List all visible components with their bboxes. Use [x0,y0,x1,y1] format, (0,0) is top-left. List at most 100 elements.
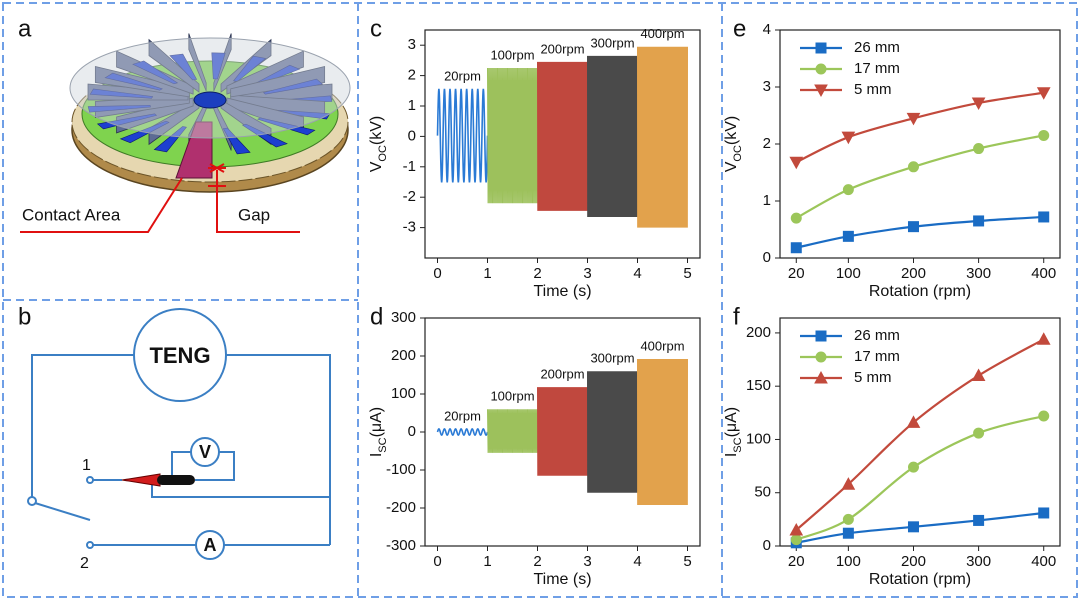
waveform-segment [537,387,588,476]
marker [1038,410,1050,422]
contact-area-label: Contact Area [22,205,121,224]
marker [815,330,827,342]
y-axis-label-part: OC [377,145,389,162]
blade [188,33,207,92]
ammeter [195,530,225,560]
marker [789,156,804,170]
contact-line [20,177,183,233]
y-axis-label-part: I [723,453,740,457]
x-tick-label: 3 [583,265,591,282]
hub [193,91,227,109]
y-tick-label: 3 [408,36,416,53]
marker [790,212,802,224]
marker [973,514,985,526]
legend-label: 17 mm [854,60,900,77]
y-tick-label: -1 [403,158,416,175]
blade [148,38,200,93]
y-tick-label: -100 [386,461,416,478]
x-tick-label: 5 [683,553,691,570]
segment-label: 300rpm [590,351,634,366]
waveform-segment [587,55,638,217]
switch [34,502,91,521]
segment-label: 20rpm [444,69,481,84]
waveform-segment [637,46,688,228]
waveform-segment [537,61,588,211]
x-tick-label: 2 [533,265,541,282]
x-tick-label: 5 [683,265,691,282]
y-axis-label: ISC(μA) [368,407,389,457]
legend-label: 26 mm [854,327,900,344]
y-tick-label: -300 [386,537,416,554]
y-tick-label: 200 [746,324,771,341]
panel-label: e [733,15,746,42]
x-tick-label: 1 [483,553,491,570]
terminal [86,476,94,484]
y-tick-label: 0 [408,127,416,144]
blade-pad [132,60,179,85]
blade-pad [89,88,154,99]
panel-label: d [370,303,383,330]
marker [906,415,921,428]
switch-pivot [27,496,37,506]
y-tick-label: 4 [763,21,771,38]
blade-pad [211,52,226,80]
legend-label: 17 mm [854,348,900,365]
waveform-segment [487,67,538,204]
terminal [86,541,94,549]
y-tick-label: 0 [763,537,771,554]
blade-pad [233,55,267,82]
panel-label: c [370,15,382,42]
diagram-a: a Contact Area Gap [18,15,351,233]
marker [815,42,827,54]
y-tick-label: 100 [391,385,416,402]
y-tick-label: 0 [408,423,416,440]
x-tick-label: 2 [533,553,541,570]
marker [1038,507,1050,519]
y-tick-label: 2 [408,67,416,84]
gap-mark [209,163,225,173]
ammeter-label: A [204,535,217,555]
marker [973,427,985,439]
y-tick-label: -3 [403,219,416,236]
marker [907,521,919,533]
x-tick-label: 200 [901,553,926,570]
y-tick-label: 1 [763,192,771,209]
x-tick-label: 300 [966,553,991,570]
voltmeter-label: V [199,442,211,462]
wire [171,451,191,480]
gap-label: Gap [238,205,270,224]
waveform-segment [436,428,489,436]
blade-pad [104,72,163,91]
marker [1038,211,1050,223]
blade-pad [222,127,251,155]
segment-label: 400rpm [640,338,684,353]
legend-label: 5 mm [854,369,892,386]
x-axis-label: Rotation (rpm) [869,283,971,300]
marker [971,97,986,111]
y-axis-label-part: (μA) [368,407,385,438]
y-axis-label-part: (kV) [723,116,740,145]
y-axis-label-part: V [368,161,385,172]
marker [814,370,828,384]
voltmeter [190,437,220,467]
probe-tip [121,473,161,487]
series-line [795,134,1044,220]
plot-frame [779,317,1061,547]
series-line [795,414,1044,541]
waveform-segment [637,359,688,505]
annotation-lines [20,163,300,233]
marker [842,513,854,525]
waveform-segment [587,371,638,493]
y-tick-label: 200 [391,347,416,364]
x-tick-label: 100 [836,265,861,282]
x-tick-label: 0 [433,553,441,570]
blade-pad [257,117,316,136]
segment-label: 400rpm [640,26,684,41]
blade-pad [96,113,158,130]
x-axis-label: Time (s) [533,571,591,588]
